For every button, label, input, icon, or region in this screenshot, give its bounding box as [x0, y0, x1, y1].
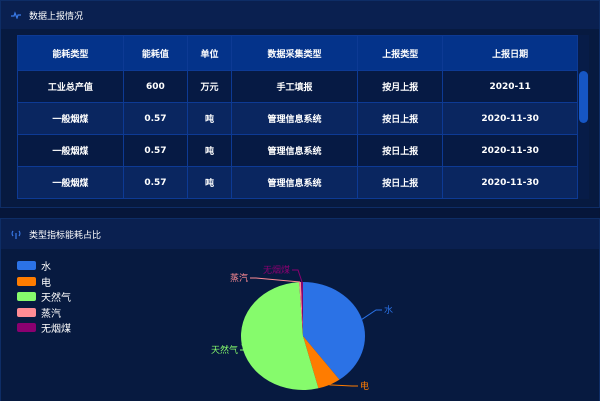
column-header: 数据采集类型	[230, 35, 359, 71]
table-row[interactable]: 一般烟煤 0.57 吨管理信息系统 按日上报 2020-11-30	[17, 134, 578, 167]
table-cell: 吨	[187, 102, 232, 135]
table-row[interactable]: 一般烟煤 0.57 吨管理信息系统 按日上报 2020-11-30	[17, 166, 578, 199]
legend-label: 蒸汽	[41, 308, 61, 320]
legend-swatch	[17, 307, 36, 317]
pie-slice[interactable]	[301, 282, 303, 336]
slice-label: 蒸汽	[230, 272, 248, 284]
label-line	[250, 277, 301, 283]
table-cell: 2020-11-30	[442, 166, 578, 199]
chart-legend: 水电天然气蒸汽无烟煤	[17, 258, 71, 336]
table-cell: 2020-11-30	[442, 102, 578, 135]
table-cell: 按日上报	[357, 134, 444, 167]
legend-item[interactable]: 电	[17, 274, 71, 290]
panel-header: 数据上报情况	[1, 1, 599, 29]
antenna-icon	[11, 230, 21, 239]
slice-label: 水	[384, 304, 393, 316]
pie-slice[interactable]	[299, 282, 303, 336]
column-header: 上报日期	[442, 35, 578, 71]
legend-swatch	[17, 323, 36, 333]
column-header: 能耗类型	[17, 35, 124, 71]
table-cell: 管理信息系统	[230, 166, 359, 199]
column-header: 单位	[187, 35, 232, 71]
pie-slice[interactable]	[303, 282, 365, 380]
legend-item[interactable]: 无烟煤	[17, 320, 71, 336]
legend-item[interactable]: 蒸汽	[17, 305, 71, 321]
table-cell: 手工填报	[230, 70, 359, 103]
label-line	[329, 384, 358, 387]
table-cell: 一般烟煤	[17, 134, 124, 167]
report-table: 能耗类型 能耗值 单位 数据采集类型 上报类型 上报日期 工业总产值 600 万元 手工填报 按月…	[17, 35, 578, 199]
pie-chart: 水电 天然气 蒸汽 无烟煤	[211, 264, 393, 392]
table-row[interactable]: 工业总产值 600 万元 手工填报 按月上报 2020-11	[17, 70, 578, 103]
column-header: 能耗值	[122, 35, 189, 71]
pie-slice[interactable]	[241, 282, 319, 390]
table-cell: 0.57	[122, 166, 189, 199]
legend-item[interactable]: 水	[17, 258, 71, 274]
legend-label: 天然气	[41, 293, 71, 305]
table-row[interactable]: 一般烟煤 0.57 吨管理信息系统 按日上报 2020-11-30	[17, 102, 578, 135]
table-cell: 2020-11-30	[442, 134, 578, 167]
table-cell: 0.57	[122, 134, 189, 167]
panel-header: 类型指标能耗占比	[1, 219, 599, 249]
legend-label: 水	[41, 262, 51, 274]
table-cell: 万元	[187, 70, 232, 103]
label-line	[240, 344, 248, 351]
table-cell: 工业总产值	[17, 70, 124, 103]
table-cell: 吨	[187, 134, 232, 167]
table-cell: 600	[122, 70, 189, 103]
scrollbar[interactable]	[578, 35, 589, 199]
table-cell: 一般烟煤	[17, 166, 124, 199]
label-line	[292, 269, 303, 283]
pie-slice[interactable]	[303, 336, 340, 389]
slice-label: 电	[360, 380, 369, 392]
slice-label: 无烟煤	[263, 264, 290, 276]
column-header: 上报类型	[357, 35, 444, 71]
legend-label: 无烟煤	[41, 324, 71, 336]
label-line	[361, 309, 382, 320]
table-cell: 一般烟煤	[17, 102, 124, 135]
legend-swatch	[17, 292, 36, 302]
legend-label: 电	[41, 277, 51, 289]
table-cell: 按日上报	[357, 166, 444, 199]
legend-item[interactable]: 天然气	[17, 289, 71, 305]
table-cell: 0.57	[122, 102, 189, 135]
table-cell: 管理信息系统	[230, 134, 359, 167]
pulse-icon	[11, 11, 21, 19]
data-report-panel: 数据上报情况 能耗类型 能耗值 单位 数据采集类型 上报类型 上报日期 工业总产值 600 万…	[0, 0, 600, 208]
scrollbar-thumb[interactable]	[579, 71, 588, 123]
slice-label: 天然气	[211, 344, 238, 356]
panel-title: 数据上报情况	[29, 11, 84, 22]
table-cell: 按日上报	[357, 102, 444, 135]
legend-swatch	[17, 261, 36, 271]
table-cell: 2020-11	[442, 70, 578, 103]
panel-title: 类型指标能耗占比	[29, 230, 102, 241]
legend-swatch	[17, 276, 36, 286]
table-cell: 按月上报	[357, 70, 444, 103]
table-cell: 管理信息系统	[230, 102, 359, 135]
table-cell: 吨	[187, 166, 232, 199]
